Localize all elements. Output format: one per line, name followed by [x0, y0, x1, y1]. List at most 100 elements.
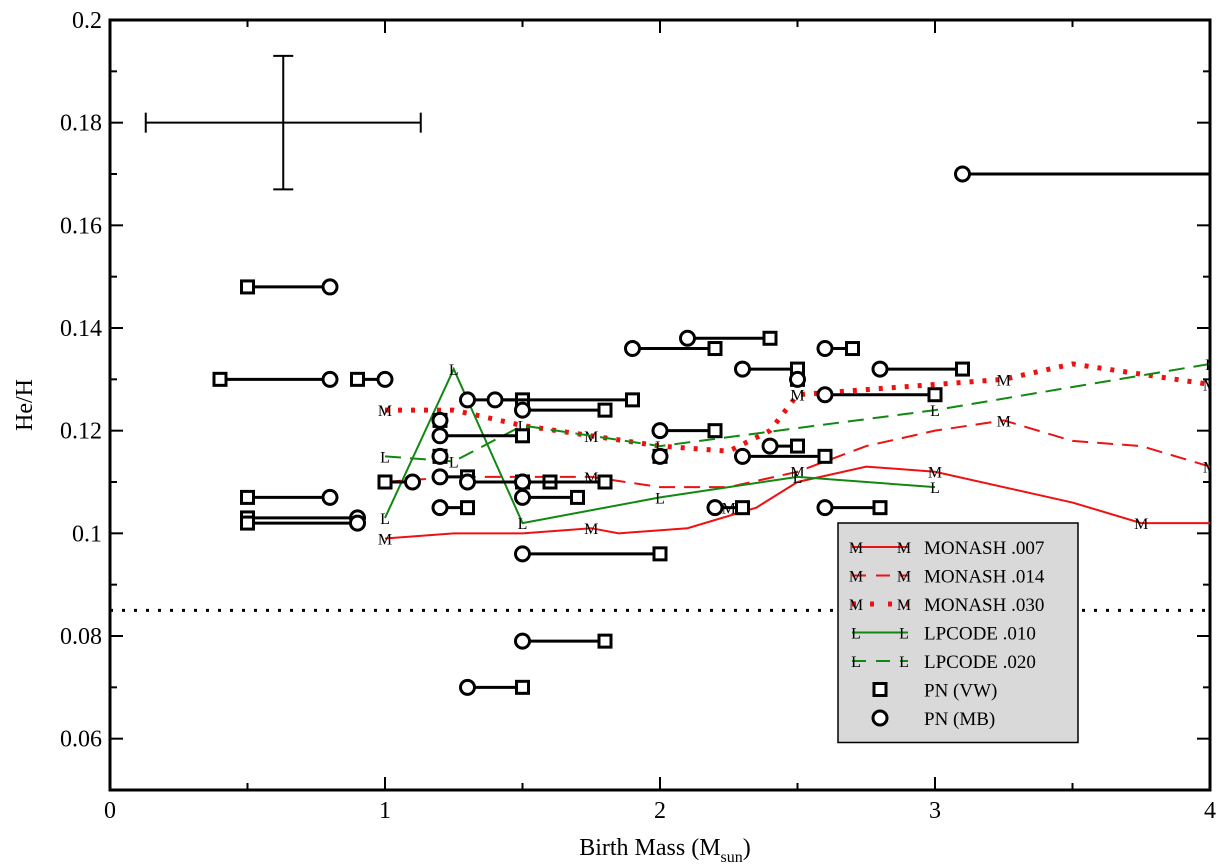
legend-marker: M: [849, 597, 863, 614]
pn-vw-square: [350, 371, 365, 387]
pn-pair: [789, 370, 806, 388]
pn-pair: [624, 340, 723, 358]
legend-entry: L L LPCODE .020: [851, 652, 1036, 673]
legend-entry: M M MONASH .007: [849, 538, 1044, 559]
pn-vw-square: [790, 438, 805, 454]
pn-pair: [816, 340, 860, 358]
pn-pair: [431, 411, 449, 429]
x-tick-label: 2: [654, 798, 666, 824]
legend-marker: M: [897, 540, 911, 557]
pn-vw-square: [652, 546, 668, 562]
pn-pairs-layer: [212, 165, 1210, 696]
pn-mb-circle: [514, 401, 531, 419]
y-tick-label: 0.16: [60, 213, 102, 239]
pn-pair: [816, 499, 888, 517]
pn-pair: [651, 447, 669, 465]
y-tick-label: 0.12: [60, 419, 102, 445]
pn-pair: [954, 165, 1210, 183]
pn-mb-circle: [816, 499, 834, 517]
pn-vw-square: [240, 515, 255, 531]
model-series: L L L L L L: [380, 362, 940, 533]
model-marker: M: [1134, 516, 1148, 533]
legend-entry: PN (MB): [871, 709, 995, 730]
pn-mb-circle: [431, 411, 449, 429]
legend-label: MONASH .014: [924, 567, 1045, 588]
pn-vw-square: [872, 500, 888, 516]
pn-mb-circle: [706, 499, 724, 517]
pn-pair: [816, 386, 943, 404]
legend-marker: M: [897, 597, 911, 614]
pn-pair: [240, 488, 339, 506]
pn-vw-square: [570, 489, 585, 505]
pn-mb-circle: [679, 329, 696, 347]
pn-mb-circle: [816, 340, 834, 358]
model-line: [384, 366, 936, 525]
model-marker: M: [997, 413, 1011, 430]
pn-mb-circle: [459, 391, 476, 409]
pn-vw-square: [927, 387, 943, 403]
legend-label: LPCODE .010: [924, 624, 1036, 645]
y-axis-title: He/H: [12, 379, 38, 431]
x-tick-label: 1: [379, 798, 391, 824]
legend-label: MONASH .007: [924, 538, 1044, 559]
legend-marker: L: [851, 626, 861, 643]
model-marker: L: [655, 490, 665, 507]
pn-vw-square: [460, 500, 475, 516]
pn-mb-circle: [816, 386, 834, 404]
x-axis-title-sub: sun: [721, 849, 743, 866]
pn-vw-square: [597, 633, 613, 649]
pn-vw-square: [817, 448, 833, 464]
pn-mb-circle: [789, 370, 806, 388]
model-marker: L: [518, 419, 528, 436]
pn-pair: [706, 499, 750, 517]
pn-mb-circle: [431, 499, 449, 517]
pn-pair: [514, 545, 668, 563]
y-tick-label: 0.14: [60, 316, 102, 342]
pn-pair: [514, 401, 613, 419]
legend-marker: M: [849, 569, 863, 586]
pn-vw-square: [597, 402, 613, 418]
model-marker: M: [1203, 460, 1217, 477]
legend-marker: L: [851, 654, 861, 671]
pn-pair: [350, 370, 394, 388]
legend-entry: M M MONASH .014: [849, 567, 1045, 588]
pn-vw-square: [735, 500, 750, 516]
model-marker: M: [584, 429, 598, 446]
pn-vw-square: [240, 279, 255, 295]
pn-mb-circle: [514, 473, 531, 491]
model-marker: M: [584, 470, 598, 487]
pn-vw-square: [845, 341, 860, 357]
pn-mb-circle: [431, 427, 449, 445]
model-marker: L: [655, 439, 665, 456]
model-marker: L: [930, 480, 940, 497]
model-line: [385, 361, 1210, 454]
y-tick-label: 0.06: [60, 727, 102, 753]
legend-label: PN (MB): [924, 709, 995, 730]
pn-mb-circle: [321, 278, 339, 296]
model-marker: M: [997, 372, 1011, 389]
x-axis-title-main: Birth Mass (M: [579, 835, 720, 861]
legend-entry: L L LPCODE .010: [851, 624, 1036, 645]
x-axis-title: Birth Mass (Msun): [579, 835, 751, 866]
model-marker: L: [518, 516, 528, 533]
pn-mb-circle: [514, 545, 531, 563]
legend-entry: PN (VW): [872, 681, 997, 702]
pn-mb-circle: [624, 340, 641, 358]
pn-mb-circle: [651, 447, 669, 465]
model-marker: M: [378, 531, 392, 548]
pn-mb-circle: [514, 632, 531, 650]
x-axis-title-close: ): [743, 835, 751, 861]
pn-pair: [240, 278, 339, 296]
pn-mb-circle: [761, 437, 779, 455]
model-line: [384, 465, 1210, 540]
model-marker: L: [449, 454, 459, 471]
pn-pair: [377, 473, 421, 491]
legend-label: MONASH .030: [924, 595, 1044, 616]
y-tick-label: 0.08: [60, 624, 102, 650]
x-tick-label: 3: [929, 798, 941, 824]
pn-vw-square: [762, 330, 778, 346]
pn-vw-square: [515, 428, 530, 444]
pn-mb-circle: [871, 360, 889, 378]
